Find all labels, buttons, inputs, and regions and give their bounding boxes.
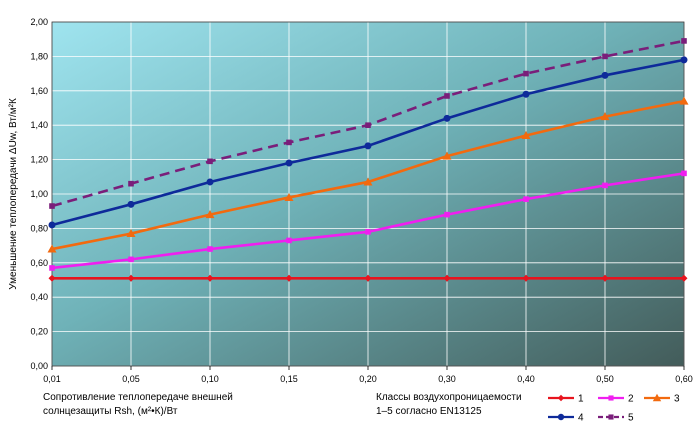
data-point xyxy=(557,394,565,402)
y-axis: 0,00 0,20 0,40 0,60 0,80 1,00 1,20 1,40 1,60 1,80… xyxy=(30,17,48,371)
data-point xyxy=(680,56,688,64)
x-tick-label: 0,15 xyxy=(280,374,298,384)
data-point xyxy=(48,221,56,229)
legend-item: 2 xyxy=(598,394,634,405)
series-3 xyxy=(47,96,689,253)
data-point xyxy=(365,229,371,235)
data-point xyxy=(601,274,609,282)
legend-title-line1: Классы воздухопроницаемости xyxy=(376,392,522,403)
series-4 xyxy=(48,56,688,229)
x-tick-label: 0,10 xyxy=(201,374,219,384)
x-axis-label-line1: Сопротивление теплопередаче внешней xyxy=(43,392,233,403)
series-5 xyxy=(49,38,687,209)
legend: 1 2 3 4 5 xyxy=(548,394,680,424)
data-point xyxy=(602,53,608,60)
data-point xyxy=(127,200,135,208)
data-point xyxy=(522,274,530,282)
data-point xyxy=(286,237,292,244)
y-axis-label: Уменьшение теплопередачи ΔUw, Вт/м²К xyxy=(8,98,19,290)
series-2 xyxy=(49,170,687,271)
y-tick-label: 0,40 xyxy=(30,292,48,302)
data-point xyxy=(608,395,614,401)
y-tick-label: 1,60 xyxy=(30,86,48,96)
y-tick-label: 2,00 xyxy=(30,17,48,27)
data-point xyxy=(285,159,293,167)
x-tick-label: 0,60 xyxy=(675,374,693,384)
data-point xyxy=(49,265,55,271)
legend-item: 5 xyxy=(598,413,634,424)
data-point xyxy=(681,38,687,44)
x-axis-label-line2: солнцезащиты Rsh, (м²•К)/Вт xyxy=(43,406,178,417)
data-point xyxy=(364,142,372,150)
legend-label: 2 xyxy=(628,394,634,405)
x-tick-label: 0,40 xyxy=(517,374,535,384)
data-point xyxy=(206,178,214,186)
x-tick-label: 0,05 xyxy=(122,374,140,384)
y-tick-label: 1,20 xyxy=(30,155,48,165)
data-point xyxy=(363,177,373,186)
y-tick-label: 0,00 xyxy=(30,361,48,371)
data-point xyxy=(206,274,214,282)
legend-item: 4 xyxy=(548,413,584,424)
data-point xyxy=(49,203,55,209)
x-tick-label: 0,01 xyxy=(43,374,61,384)
data-point xyxy=(127,274,135,282)
data-point xyxy=(443,274,451,282)
data-point xyxy=(126,229,136,238)
data-point xyxy=(48,274,56,282)
data-point xyxy=(679,96,689,105)
data-point xyxy=(608,414,614,420)
data-point xyxy=(521,131,531,140)
data-point xyxy=(444,211,450,218)
legend-label: 5 xyxy=(628,413,634,424)
data-point xyxy=(443,114,451,122)
y-tick-label: 0,60 xyxy=(30,258,48,268)
data-point xyxy=(205,210,215,219)
data-point xyxy=(680,274,688,282)
data-point xyxy=(365,122,371,128)
data-point xyxy=(601,71,609,79)
data-point xyxy=(207,246,213,252)
y-tick-label: 1,80 xyxy=(30,51,48,61)
data-point xyxy=(523,196,529,202)
legend-item: 3 xyxy=(644,394,680,405)
data-point xyxy=(286,139,292,146)
x-tick-label: 0,30 xyxy=(438,374,456,384)
x-tick-label: 0,20 xyxy=(359,374,377,384)
x-tick-label: 0,50 xyxy=(596,374,614,384)
y-tick-label: 1,00 xyxy=(30,189,48,199)
legend-label: 3 xyxy=(674,394,680,405)
legend-label: 1 xyxy=(578,394,584,405)
data-point xyxy=(364,274,372,282)
legend-item: 1 xyxy=(548,394,584,405)
data-point xyxy=(128,180,134,187)
data-point xyxy=(557,413,565,421)
y-tick-label: 0,20 xyxy=(30,327,48,337)
data-point xyxy=(128,256,134,263)
legend-label: 4 xyxy=(578,413,584,424)
series-group xyxy=(47,38,689,282)
data-point xyxy=(285,274,293,282)
data-point xyxy=(522,90,530,98)
series-1 xyxy=(48,274,688,282)
data-point xyxy=(284,192,294,201)
data-point xyxy=(207,158,213,165)
data-point xyxy=(523,70,529,77)
y-tick-label: 0,80 xyxy=(30,223,48,233)
data-point xyxy=(681,170,687,177)
data-point xyxy=(47,244,57,253)
data-point xyxy=(652,393,662,402)
data-point xyxy=(442,151,452,160)
legend-title-line2: 1–5 согласно EN13125 xyxy=(376,406,482,417)
y-tick-label: 1,40 xyxy=(30,120,48,130)
data-point xyxy=(602,182,608,189)
x-axis: 0,01 0,05 0,10 0,15 0,20 0,30 0,40 0,50 0,60 xyxy=(43,366,693,384)
data-point xyxy=(600,112,610,121)
data-point xyxy=(444,93,450,99)
